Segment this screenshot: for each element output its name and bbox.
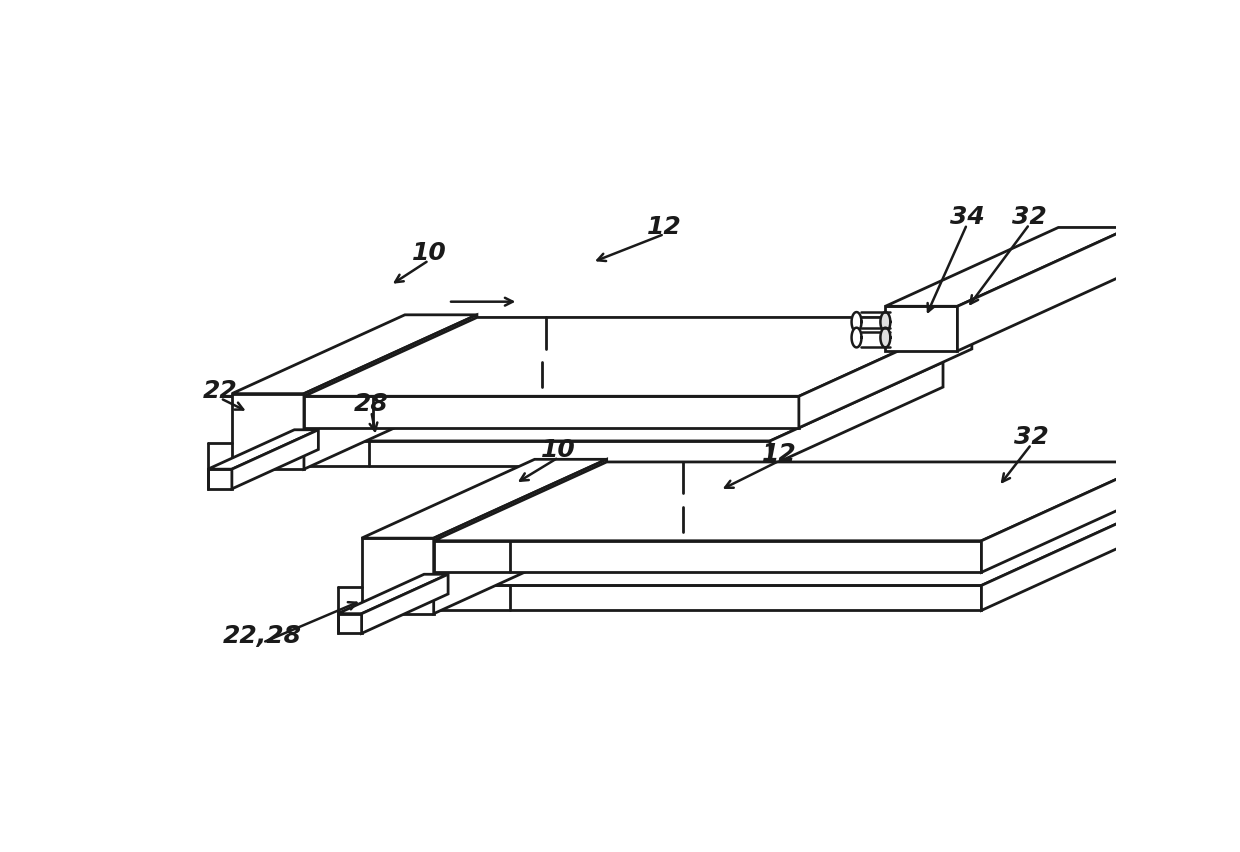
Text: 12: 12 (647, 215, 682, 239)
Polygon shape (434, 541, 982, 573)
Text: 28: 28 (353, 392, 388, 416)
Polygon shape (362, 574, 448, 634)
Polygon shape (362, 460, 606, 538)
Polygon shape (1202, 441, 1240, 579)
Polygon shape (1152, 441, 1240, 520)
Polygon shape (337, 574, 448, 614)
Polygon shape (852, 328, 862, 348)
Text: 32: 32 (1012, 205, 1047, 229)
Polygon shape (434, 507, 1154, 585)
Polygon shape (885, 228, 1131, 307)
Polygon shape (304, 363, 944, 441)
Polygon shape (434, 460, 606, 614)
Polygon shape (957, 228, 1131, 352)
Polygon shape (304, 441, 770, 466)
Polygon shape (304, 318, 972, 397)
Polygon shape (362, 538, 434, 614)
Polygon shape (232, 430, 319, 489)
Text: 10: 10 (541, 438, 577, 462)
Polygon shape (880, 313, 890, 332)
Polygon shape (232, 315, 477, 394)
Polygon shape (770, 363, 944, 466)
Polygon shape (304, 315, 477, 469)
Text: 10: 10 (412, 241, 446, 265)
Polygon shape (880, 328, 890, 348)
Text: 34: 34 (950, 205, 985, 229)
Polygon shape (1152, 520, 1202, 579)
Polygon shape (337, 614, 362, 634)
Polygon shape (208, 430, 319, 469)
Text: 32: 32 (1014, 425, 1049, 449)
Polygon shape (799, 318, 972, 429)
Polygon shape (434, 585, 982, 611)
Text: 22,28: 22,28 (223, 623, 303, 647)
Polygon shape (852, 313, 862, 332)
Polygon shape (232, 394, 304, 469)
Polygon shape (434, 463, 1154, 541)
Text: 22: 22 (203, 379, 238, 403)
Text: 12: 12 (763, 441, 797, 465)
Polygon shape (304, 397, 799, 429)
Polygon shape (982, 507, 1154, 611)
Polygon shape (208, 469, 232, 489)
Polygon shape (885, 307, 957, 352)
Polygon shape (982, 463, 1154, 573)
